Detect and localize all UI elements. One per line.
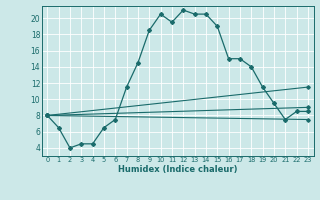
X-axis label: Humidex (Indice chaleur): Humidex (Indice chaleur) bbox=[118, 165, 237, 174]
